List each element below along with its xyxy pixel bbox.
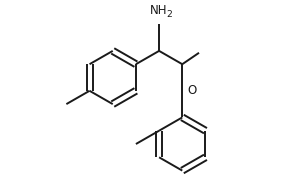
Text: NH: NH <box>150 4 168 17</box>
Text: 2: 2 <box>166 10 172 19</box>
Text: O: O <box>187 84 196 97</box>
